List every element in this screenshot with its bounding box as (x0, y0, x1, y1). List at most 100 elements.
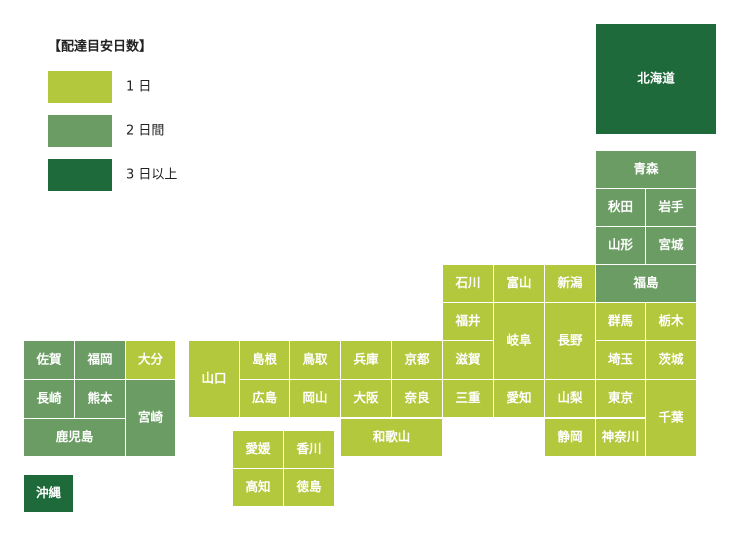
prefecture-label: 宮城 (658, 237, 684, 252)
prefecture-label: 熊本 (87, 391, 113, 406)
prefecture-tile (646, 303, 696, 340)
prefecture-label: 大阪 (353, 390, 379, 405)
prefecture-tile (494, 303, 544, 379)
prefecture-tile (189, 341, 239, 417)
prefecture-label: 広島 (252, 390, 278, 405)
prefecture-label: 石川 (454, 275, 480, 290)
prefecture-label: 鹿児島 (56, 429, 94, 444)
prefecture-label: 山口 (201, 371, 226, 386)
prefecture-label: 長野 (557, 333, 583, 348)
prefecture-label: 福島 (632, 275, 659, 290)
prefecture-tile (24, 475, 73, 512)
prefecture-label: 群馬 (607, 313, 633, 328)
prefecture-label: 東京 (608, 390, 634, 405)
prefecture-tile (24, 419, 125, 456)
prefecture-tile (596, 341, 645, 379)
prefecture-label: 福井 (454, 313, 481, 328)
prefecture-label: 和歌山 (372, 429, 411, 444)
legend-label: 1 日 (126, 80, 151, 95)
prefecture-tile (443, 341, 493, 379)
prefecture-label: 香川 (295, 441, 321, 456)
prefecture-tile (341, 380, 391, 417)
prefecture-tile (596, 151, 696, 188)
prefecture-label: 新潟 (557, 275, 583, 290)
prefecture-tile (341, 341, 391, 379)
prefecture-label: 秋田 (608, 199, 633, 214)
prefecture-label: 北海道 (637, 71, 675, 86)
prefecture-tile (545, 303, 595, 379)
prefecture-tile (443, 303, 493, 340)
prefecture-tile (494, 265, 544, 302)
prefecture-label: 千葉 (658, 410, 684, 425)
legend-swatch (48, 159, 112, 191)
prefecture-tile (24, 380, 74, 418)
prefecture-tile (75, 380, 125, 418)
legend-label: 3 日以上 (126, 168, 177, 183)
prefecture-tile (545, 265, 595, 302)
prefecture-label: 栃木 (658, 313, 684, 328)
prefecture-tile (545, 419, 595, 456)
prefecture-tile (240, 380, 289, 417)
legend-label: 2 日間 (126, 124, 164, 139)
prefecture-tile (596, 265, 696, 302)
prefecture-tile (443, 265, 493, 302)
prefecture-tile (596, 189, 645, 226)
prefecture-tile (233, 469, 283, 506)
prefecture-label: 埼玉 (608, 352, 634, 367)
prefecture-label: 静岡 (557, 429, 582, 444)
prefecture-tile (443, 380, 493, 417)
prefecture-tile (233, 431, 283, 468)
prefecture-tile (341, 419, 442, 456)
legend-swatch (48, 71, 112, 103)
prefecture-tile (494, 380, 544, 417)
prefecture-tile (284, 431, 334, 468)
prefecture-label: 佐賀 (35, 352, 62, 367)
prefecture-label: 島根 (252, 352, 278, 367)
prefecture-label: 岩手 (657, 199, 684, 214)
prefecture-tile (392, 380, 442, 417)
prefecture-label: 神奈川 (602, 429, 640, 444)
prefecture-label: 大分 (138, 352, 164, 367)
prefecture-tile (596, 419, 645, 456)
prefecture-label: 鳥取 (302, 352, 328, 367)
prefecture-tile (290, 380, 340, 417)
prefecture-tile (646, 341, 696, 379)
prefecture-label: 滋賀 (455, 352, 481, 367)
prefecture-label: 青森 (633, 161, 659, 176)
prefecture-tile (392, 341, 442, 379)
prefecture-label: 徳島 (295, 479, 322, 494)
prefecture-label: 長崎 (36, 391, 62, 406)
prefecture-tile (646, 227, 696, 264)
prefecture-label: 山形 (608, 237, 634, 252)
prefecture-tile (24, 341, 74, 379)
prefecture-tile (646, 380, 696, 456)
legend-swatch (48, 115, 112, 147)
prefecture-tile (545, 380, 595, 417)
prefecture-tile (646, 189, 696, 226)
prefecture-tile (596, 227, 645, 264)
prefecture-tile (290, 341, 340, 379)
prefecture-tile (596, 303, 645, 340)
legend-title: 【配達目安日数】 (48, 39, 152, 55)
prefecture-label: 山梨 (557, 390, 583, 405)
prefecture-label: 岡山 (302, 390, 327, 405)
prefecture-label: 三重 (455, 390, 481, 405)
prefecture-label: 福岡 (86, 352, 112, 367)
prefecture-label: 沖縄 (36, 485, 62, 500)
prefecture-tile (596, 380, 645, 417)
prefecture-label: 茨城 (658, 352, 684, 367)
prefecture-tile (126, 341, 175, 379)
prefecture-tile (284, 469, 334, 506)
prefecture-label: 岐阜 (506, 333, 532, 348)
prefecture-label: 富山 (506, 275, 531, 290)
prefecture-label: 京都 (404, 352, 430, 367)
prefecture-tile (126, 380, 175, 456)
prefecture-label: 愛知 (506, 390, 531, 405)
prefecture-tile (596, 24, 716, 134)
prefecture-tile (75, 341, 125, 379)
prefecture-tile (240, 341, 289, 379)
prefecture-label: 奈良 (403, 390, 430, 405)
prefecture-label: 愛媛 (245, 441, 271, 456)
prefecture-label: 宮崎 (138, 410, 164, 425)
